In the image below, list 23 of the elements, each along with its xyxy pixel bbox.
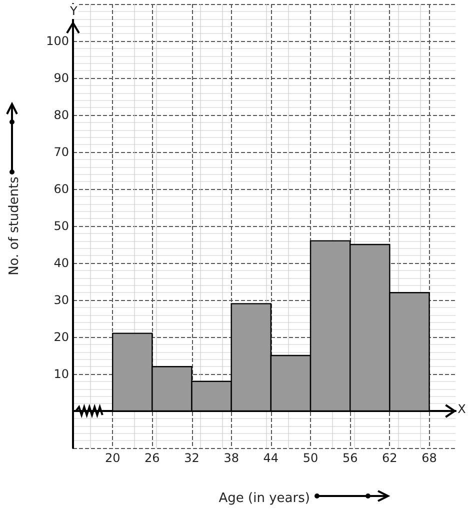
x-tick-label: 32 [184, 451, 200, 465]
y-tick-label: 70 [54, 145, 69, 159]
y-tick-label: 50 [54, 219, 69, 233]
x-tick-label: 44 [263, 451, 279, 465]
y-tick-label: 30 [54, 293, 69, 307]
y-tick-label: 80 [54, 108, 69, 122]
y-tick-label: 10 [54, 367, 69, 381]
y-tick-label: 60 [54, 182, 69, 196]
x-tick-label: 62 [382, 451, 398, 465]
y-tick-label: 90 [54, 71, 69, 85]
text: X [458, 402, 466, 416]
x-tick-label: 50 [302, 451, 318, 465]
x-tick-label: 68 [422, 451, 437, 465]
x-tick-label: 56 [342, 451, 358, 465]
x-tick-label: 38 [224, 451, 239, 465]
x-tick-label: 26 [144, 451, 160, 465]
y-tick-label: 20 [54, 330, 69, 344]
x-axis-title: Age (in years) [218, 491, 310, 506]
annotation: Y [69, 4, 78, 18]
y-axis-title: No. of students [7, 176, 22, 276]
x-tick-label: 20 [104, 451, 120, 465]
y-tick-label: 100 [46, 34, 69, 48]
y-tick-label: 40 [54, 256, 69, 270]
